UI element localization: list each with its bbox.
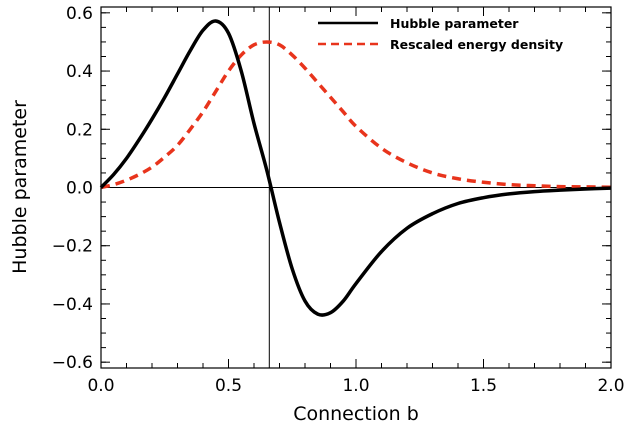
legend: Hubble parameter Rescaled energy density (318, 16, 563, 52)
y-tick-label: 0.4 (66, 62, 93, 82)
y-tick-label: 0.2 (66, 120, 93, 140)
y-tick-label: 0.0 (66, 179, 93, 199)
x-tick-label: 1.0 (342, 376, 369, 396)
y-tick-label: −0.2 (52, 237, 93, 257)
legend-label-energy: Rescaled energy density (390, 37, 563, 52)
plot-frame (100, 6, 612, 369)
y-axis-title: Hubble parameter (9, 100, 31, 274)
series-line-hubble-parameter (99, 19, 612, 317)
x-tick-label: 0.5 (215, 376, 242, 396)
y-tick-label: 0.6 (66, 4, 93, 24)
y-tick-label: −0.4 (52, 295, 93, 315)
x-tick-label: 2.0 (597, 376, 624, 396)
y-tick-label: −0.6 (52, 353, 93, 373)
series-lines (99, 19, 612, 317)
legend-label-hubble: Hubble parameter (390, 16, 519, 31)
tick-labels: 0.0 0.5 1.0 1.5 2.0 0.6 0.4 0.2 0.0 −0.2 −0.4 −0.6 (52, 4, 625, 396)
series-line-rescaled-energy-density (100, 40, 612, 190)
x-axis-title: Connection b (293, 403, 419, 425)
x-tick-label: 1.5 (470, 376, 497, 396)
x-tick-label: 0.0 (87, 376, 114, 396)
